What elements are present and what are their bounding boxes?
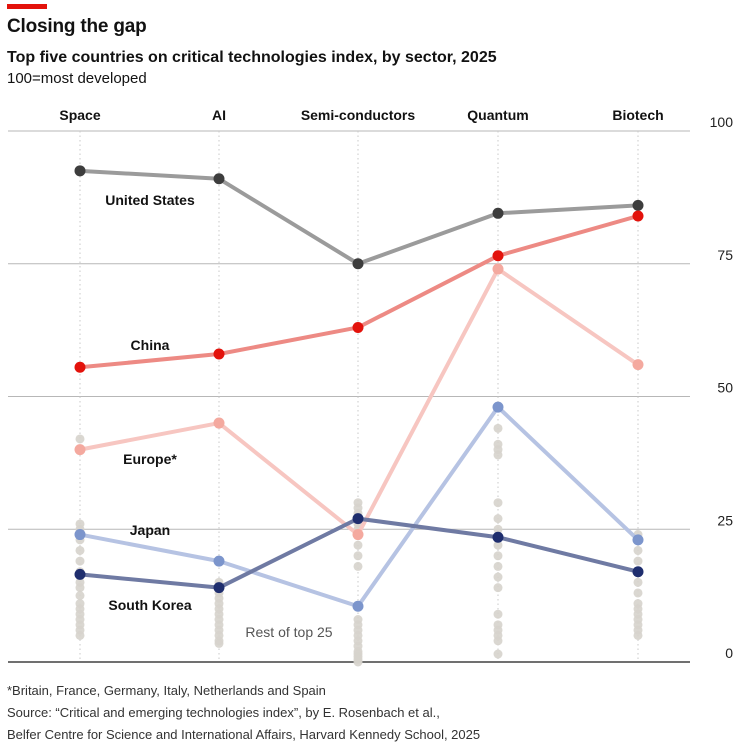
category-label: AI	[212, 107, 226, 123]
rest-dot	[353, 551, 363, 561]
rest-dot	[214, 638, 224, 648]
rest-dot	[633, 630, 643, 640]
data-point-europe	[492, 263, 504, 275]
category-label: Semi-conductors	[301, 107, 416, 123]
data-point-japan	[74, 529, 86, 541]
data-point-europe	[632, 359, 644, 371]
data-point-europe	[352, 529, 364, 541]
data-point-china	[492, 250, 504, 262]
rest-dot	[493, 572, 503, 582]
rest-dot	[493, 423, 503, 433]
footnote: *Britain, France, Germany, Italy, Nether…	[7, 683, 326, 698]
rest-dot	[75, 545, 85, 555]
source-line-1: Source: “Critical and emerging technolog…	[7, 705, 440, 720]
rest-dot	[75, 630, 85, 640]
series-label-china: China	[131, 337, 170, 353]
y-tick-label-25: 25	[717, 512, 733, 528]
data-point-south-korea	[352, 513, 364, 525]
y-tick-label-100: 100	[710, 114, 734, 130]
rest-dot	[353, 540, 363, 550]
unit-note: 100=most developed	[7, 70, 147, 87]
series-layer	[74, 165, 644, 612]
data-point-united-states	[74, 165, 86, 177]
data-point-europe	[74, 444, 86, 456]
rest-dot	[633, 556, 643, 566]
category-label: Biotech	[612, 107, 663, 123]
data-point-united-states	[492, 207, 504, 219]
series-line-europe	[78, 267, 640, 537]
series-label-south-korea: South Korea	[108, 597, 191, 613]
rest-dot	[353, 657, 363, 667]
rest-dot	[493, 524, 503, 534]
rest-dot	[493, 649, 503, 659]
rest-dot	[75, 434, 85, 444]
series-line-united-states	[78, 168, 640, 266]
data-point-china	[74, 361, 86, 373]
data-point-united-states	[632, 199, 644, 211]
rest-dot	[493, 551, 503, 561]
rest-dot	[633, 545, 643, 555]
data-point-united-states	[352, 258, 364, 270]
rest-dot	[633, 588, 643, 598]
rest-dot	[493, 498, 503, 508]
rest-dot	[493, 514, 503, 524]
grid-layer: 0 25 50 75 100 Space AI Semi-conductors Quantum B…	[8, 107, 734, 663]
series-label-united-states: United States	[105, 192, 195, 208]
data-point-japan	[352, 600, 364, 612]
data-point-china	[632, 210, 644, 222]
rest-dot	[493, 450, 503, 460]
label-layer: United States China Europe* Japan South Kore…	[105, 192, 333, 640]
rest-dot	[493, 561, 503, 571]
data-point-south-korea	[492, 531, 504, 543]
source-line-2: Belfer Centre for Science and Internatio…	[7, 727, 481, 742]
data-point-japan	[213, 555, 225, 567]
data-point-south-korea	[74, 568, 86, 580]
rest-label: Rest of top 25	[245, 624, 332, 640]
series-label-europe: Europe*	[123, 451, 177, 467]
data-point-south-korea	[213, 582, 225, 594]
rest-dot	[493, 609, 503, 619]
series-label-japan: Japan	[130, 522, 170, 538]
data-point-japan	[632, 534, 644, 546]
rest-dot	[493, 540, 503, 550]
rest-dot	[493, 636, 503, 646]
brand-accent-bar	[7, 4, 47, 9]
y-tick-label-75: 75	[717, 247, 733, 263]
category-label: Space	[59, 107, 100, 123]
chart-title: Closing the gap	[7, 16, 147, 37]
data-point-europe	[213, 417, 225, 429]
rest-dot	[75, 583, 85, 593]
y-tick-label-50: 50	[717, 380, 733, 396]
rest-dot	[75, 556, 85, 566]
data-point-china	[213, 348, 225, 360]
rest-dot	[493, 583, 503, 593]
data-point-united-states	[213, 173, 225, 185]
rest-dot	[353, 561, 363, 571]
rest-dot	[633, 577, 643, 587]
data-point-south-korea	[632, 566, 644, 578]
y-tick-label-0: 0	[725, 645, 733, 661]
rest-dot	[75, 591, 85, 601]
data-point-japan	[492, 401, 504, 413]
chart-subtitle: Top five countries on critical technolog…	[7, 49, 497, 66]
data-point-china	[352, 321, 364, 333]
category-label: Quantum	[467, 107, 528, 123]
